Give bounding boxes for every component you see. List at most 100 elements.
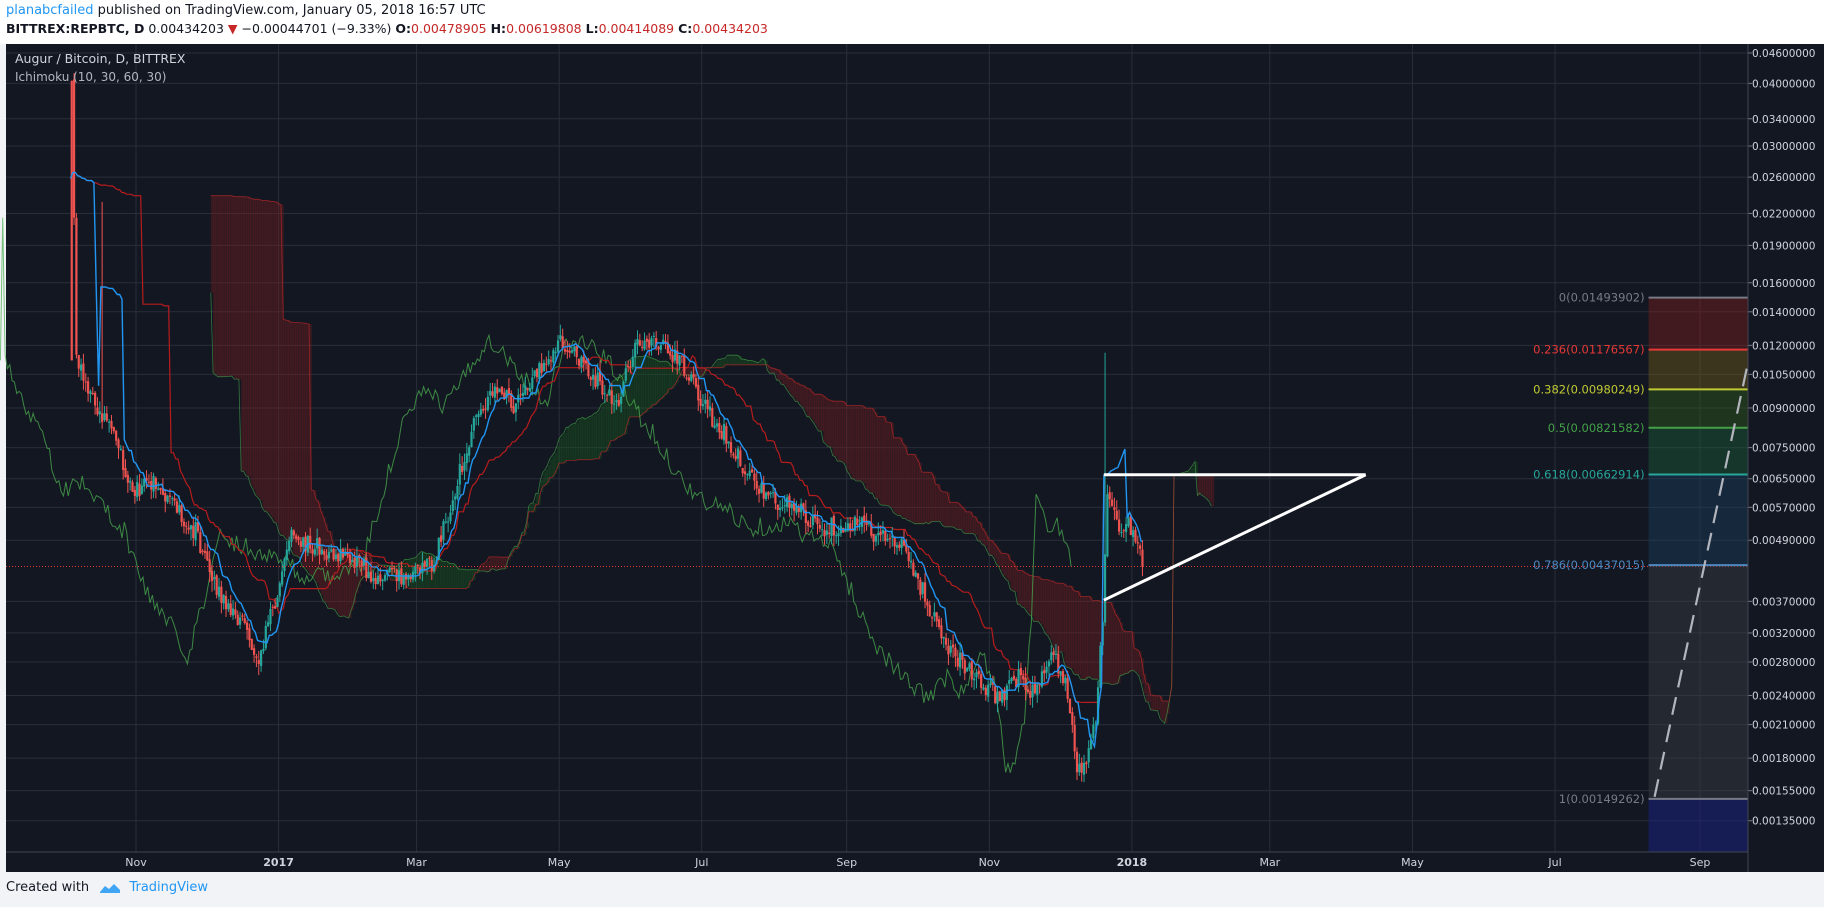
candle-body [987,685,989,697]
candle-body [690,374,692,380]
candle-body [772,492,774,493]
candle-body [964,660,966,673]
candle-body [106,413,108,420]
candle-body [141,486,143,495]
candle-body [253,648,255,655]
candle-body [868,523,870,524]
candle-body [103,413,105,420]
candle-body [646,339,648,342]
candle-body [302,538,304,547]
candle-body [314,549,316,554]
candle-body [470,432,472,447]
candle-body [414,566,416,573]
candle-body [484,409,486,410]
candle-body [583,357,585,363]
tradingview-brand[interactable]: TradingView [129,880,208,895]
price-tick-label: 0.00210000 [1752,720,1815,732]
candle-body [328,552,330,559]
candle-body [417,564,419,566]
candle-body [695,378,697,387]
price-tick-label: 0.01900000 [1752,240,1815,252]
candle-body [475,415,477,416]
candle-body [912,563,914,576]
price-tick-label: 0.00750000 [1752,443,1815,455]
candle-body [1034,684,1036,693]
candle-body [751,469,753,472]
candle-body [531,377,533,388]
candle-body [188,528,190,530]
candle-body [463,462,465,470]
candle-body [693,374,695,377]
indicator-label: Ichimoku (10, 30, 60, 30) [15,70,166,84]
candle-body [115,431,117,441]
candle-body [999,691,1001,700]
candle-body [917,573,919,578]
candle-body [94,393,96,406]
candle-body [580,357,582,367]
candle-body [234,609,236,614]
candle-body [1141,550,1143,567]
price-tick-label: 0.04000000 [1752,78,1815,90]
candle-body [812,515,814,525]
candle-body [309,536,311,549]
candle-body [601,381,603,395]
candle-body [1010,678,1012,681]
candle-body [604,393,606,394]
candle-body [274,606,276,609]
candle-body [183,522,185,526]
candle-body [1036,685,1038,695]
candle-body [758,489,760,494]
candle-body [543,363,545,371]
published-text: published on TradingView.com, January 05… [98,3,486,18]
price-chart[interactable]: 0.00434203 0(0.01493902)0.236(0.01176567… [0,44,1824,872]
candle-body [527,388,529,390]
candle-body [498,389,500,393]
candle-body [375,578,377,584]
time-tick-label: Nov [125,856,147,869]
candle-body [597,373,599,387]
candle-body [454,496,456,499]
price-tick-label: 0.02600000 [1752,172,1815,184]
candle-body [744,471,746,474]
candle-body [442,521,444,540]
candle-body [562,336,564,348]
price-tick-label: 0.00155000 [1752,786,1815,798]
candle-body [1088,748,1090,762]
candle-body [807,522,809,526]
candle-body [1078,764,1080,773]
candle-body [657,347,659,349]
candle-body [192,526,194,538]
candle-body [926,602,928,606]
candle-body [873,534,875,542]
candle-body [534,370,536,376]
time-tick-label: 2017 [263,856,294,869]
candle-body [82,363,84,380]
candle-body [1046,667,1048,673]
candle-body [176,501,178,512]
candle-body [625,368,627,381]
candle-body [1029,691,1031,698]
candle-body [134,490,136,496]
candle-body [379,574,381,581]
candle-body [700,399,702,406]
candle-body [295,536,297,539]
candle-body [550,360,552,361]
candle-body [950,646,952,653]
candle-body [566,350,568,352]
candle-body [377,576,379,584]
candle-body [681,355,683,356]
price-tick-label: 0.01400000 [1752,307,1815,319]
candle-body [1083,763,1085,775]
candle-body [898,545,900,548]
candle-body [632,357,634,367]
candle-body [110,421,112,428]
candle-body [311,549,313,553]
candle-body [1109,492,1111,499]
candle-body [124,468,126,477]
candle-body [178,505,180,512]
candle-body [223,595,225,603]
time-tick-label: Jul [694,856,708,869]
candle-body [370,572,372,582]
candle-body [767,492,769,496]
author-link[interactable]: planabcfailed [6,3,93,18]
